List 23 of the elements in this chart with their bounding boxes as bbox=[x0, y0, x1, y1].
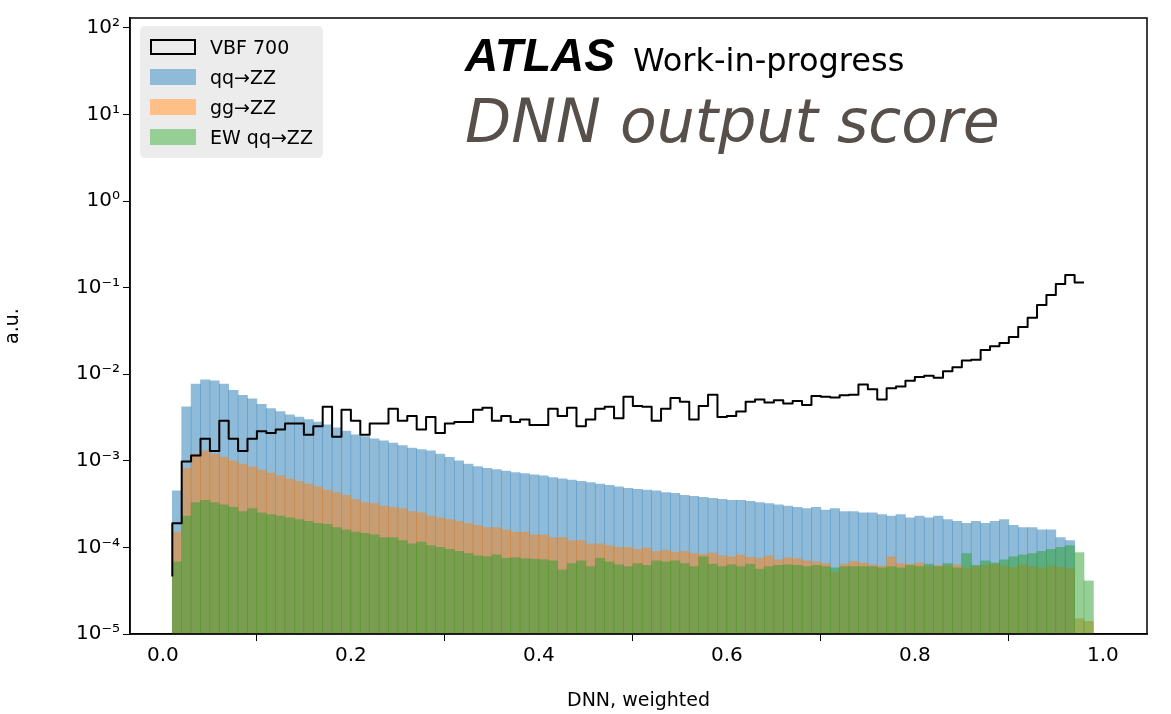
x-tick-label: 0.8 bbox=[898, 642, 931, 667]
y-axis-title: a.u. bbox=[0, 308, 23, 344]
annotation: ATLAS bbox=[465, 29, 615, 81]
y-tick-label: 10⁻⁴ bbox=[75, 533, 120, 558]
legend-label: gg→ZZ bbox=[210, 95, 277, 120]
y-tick-label: 10⁻¹ bbox=[75, 273, 120, 298]
legend-label: EW qq→ZZ bbox=[210, 125, 313, 150]
annotation: Work-in-progress bbox=[632, 41, 905, 79]
legend-label: qq→ZZ bbox=[210, 65, 277, 90]
x-tick-label: 0.4 bbox=[522, 642, 555, 667]
x-tick-label: 0.0 bbox=[146, 642, 179, 667]
y-tick-label: 10² bbox=[86, 14, 120, 39]
y-tick-label: 10⁰ bbox=[86, 187, 120, 212]
y-tick-label: 10⁻² bbox=[75, 360, 120, 385]
x-tick-label: 0.6 bbox=[710, 642, 743, 667]
y-tick-label: 10¹ bbox=[86, 100, 120, 125]
x-tick-label: 0.2 bbox=[334, 642, 367, 667]
y-tick-label: 10⁻³ bbox=[75, 447, 120, 472]
x-axis-title: DNN, weighted bbox=[567, 687, 710, 710]
annotation: DNN output score bbox=[465, 86, 1000, 156]
x-tick-label: 1.0 bbox=[1086, 642, 1119, 667]
legend-label: VBF 700 bbox=[210, 35, 290, 60]
y-tick-label: 10⁻⁵ bbox=[75, 620, 120, 645]
